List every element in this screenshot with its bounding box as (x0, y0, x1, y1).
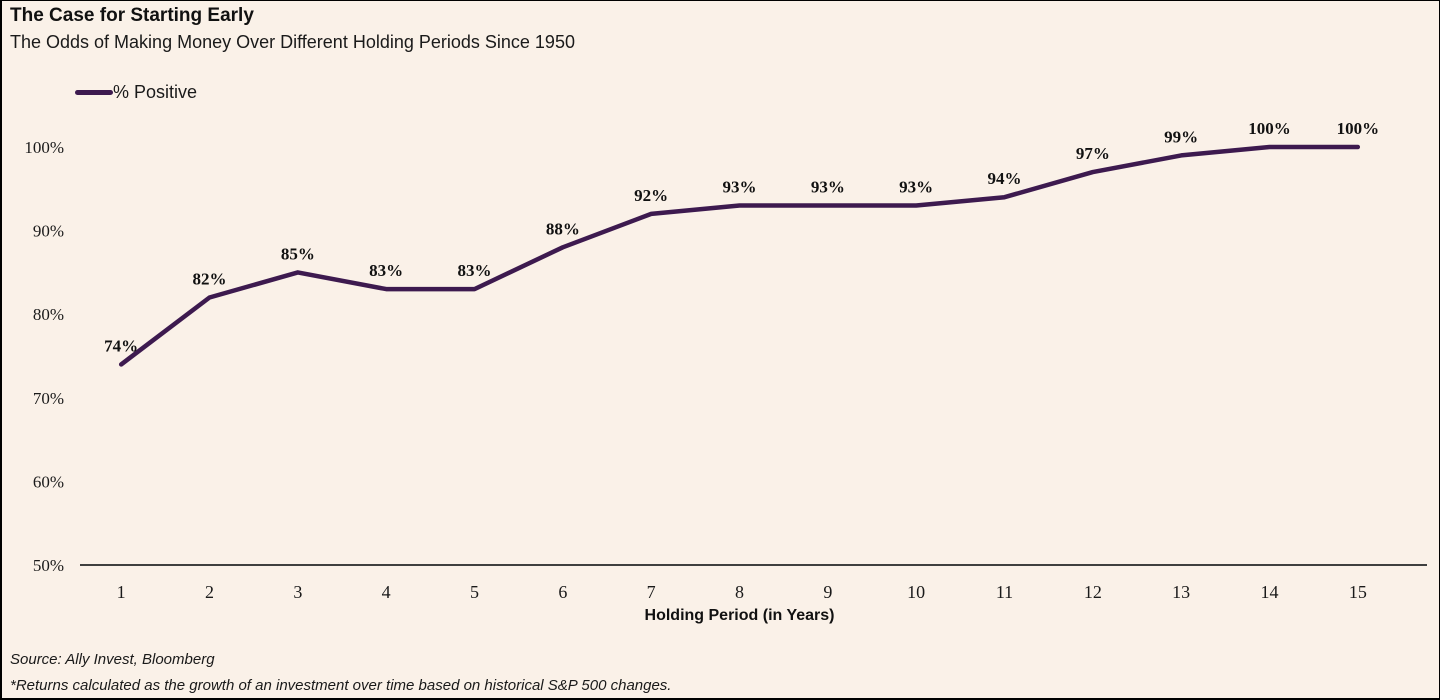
series-line (118, 144, 1361, 367)
footnote-text: *Returns calculated as the growth of an … (10, 677, 672, 694)
data-label: 82% (193, 269, 227, 288)
x-tick-label: 4 (382, 582, 391, 602)
data-label: 88% (546, 219, 580, 238)
data-label: 83% (458, 261, 492, 280)
data-label: 74% (104, 336, 138, 355)
y-tick-label: 90% (33, 222, 64, 241)
y-tick-label: 80% (33, 305, 64, 324)
x-tick-label: 13 (1172, 582, 1190, 602)
x-axis-title: Holding Period (in Years) (644, 607, 835, 624)
data-label: 97% (1076, 144, 1110, 163)
legend-label: % Positive (113, 81, 198, 102)
data-label: 93% (899, 178, 933, 197)
data-label: 100% (1337, 119, 1380, 138)
y-tick-label: 70% (33, 389, 64, 408)
x-tick-label: 11 (996, 582, 1013, 602)
x-tick-label: 7 (647, 582, 656, 602)
page-title: The Case for Starting Early (10, 5, 254, 26)
data-label: 92% (634, 186, 668, 205)
x-tick-label: 12 (1084, 582, 1102, 602)
data-label: 94% (988, 169, 1022, 188)
data-label: 85% (281, 244, 315, 263)
x-tick-label: 9 (823, 582, 832, 602)
x-tick-label: 2 (205, 582, 214, 602)
x-tick-label: 10 (907, 582, 925, 602)
legend-line-swatch-icon (75, 89, 113, 95)
x-tick-label: 3 (293, 582, 302, 602)
data-label: 100% (1248, 119, 1291, 138)
x-tick-label: 1 (117, 582, 126, 602)
x-tick-label: 5 (470, 582, 479, 602)
y-tick-label: 60% (33, 472, 64, 491)
data-label: 99% (1164, 127, 1198, 146)
page-subtitle: The Odds of Making Money Over Different … (10, 32, 575, 52)
x-tick-label: 8 (735, 582, 744, 602)
data-label: 93% (811, 178, 845, 197)
source-text: Source: Ally Invest, Bloomberg (10, 651, 215, 668)
legend: % Positive (75, 81, 197, 103)
x-tick-label: 15 (1349, 582, 1367, 602)
data-label: 83% (369, 261, 403, 280)
data-label: 93% (723, 178, 757, 197)
x-tick-label: 14 (1261, 582, 1279, 602)
x-tick-label: 6 (558, 582, 567, 602)
y-tick-label: 50% (33, 556, 64, 575)
y-tick-label: 100% (24, 138, 64, 157)
